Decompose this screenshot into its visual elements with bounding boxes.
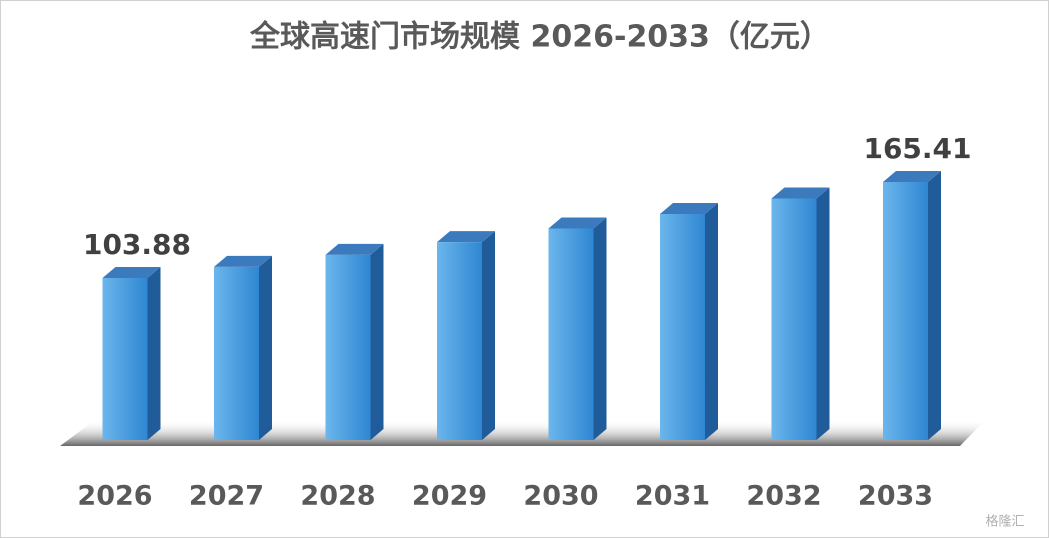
bar-top [883, 171, 941, 182]
bar-top [325, 243, 384, 255]
floor [60, 420, 985, 446]
x-tick-label: 2029 [412, 481, 487, 512]
bar-side [816, 187, 830, 440]
bar-front [437, 242, 482, 440]
bar-side [370, 243, 384, 440]
bar [437, 231, 495, 440]
bar-top [548, 217, 607, 229]
bar [771, 187, 830, 440]
bar-top [437, 231, 495, 243]
bar-front [660, 213, 705, 440]
watermark: 格隆汇 [985, 514, 1024, 530]
bar-side [705, 202, 718, 440]
bar-side [482, 231, 495, 440]
bar [102, 266, 161, 440]
chart-title: 全球高速门市场规模 2026-2033（亿元） [249, 20, 830, 55]
bar [883, 171, 941, 440]
x-tick-label: 2028 [300, 481, 375, 512]
x-tick-label: 2033 [858, 481, 933, 512]
bar [325, 243, 384, 440]
x-tick-label: 2027 [189, 481, 264, 512]
bar [660, 202, 718, 440]
bar-top [102, 266, 161, 278]
bar-top [214, 255, 272, 267]
bar-side [147, 266, 161, 440]
x-tick-label: 2031 [635, 481, 710, 512]
bar-front [548, 228, 594, 440]
bar-front [214, 266, 259, 440]
bar-side [928, 171, 941, 440]
value-label: 103.88 [83, 228, 191, 261]
bar-top [771, 187, 830, 199]
bar-top [660, 202, 718, 214]
bar [214, 255, 272, 440]
bar [548, 217, 607, 440]
bar-front [771, 198, 817, 440]
bar-side [259, 255, 272, 440]
bar-front [102, 277, 148, 440]
bar-front [325, 254, 371, 440]
x-tick-label: 2030 [523, 481, 598, 512]
bar-side [593, 217, 607, 440]
value-label: 165.41 [863, 132, 971, 165]
x-tick-label: 2032 [746, 481, 821, 512]
x-tick-label: 2026 [77, 481, 152, 512]
bar-front [883, 182, 928, 440]
